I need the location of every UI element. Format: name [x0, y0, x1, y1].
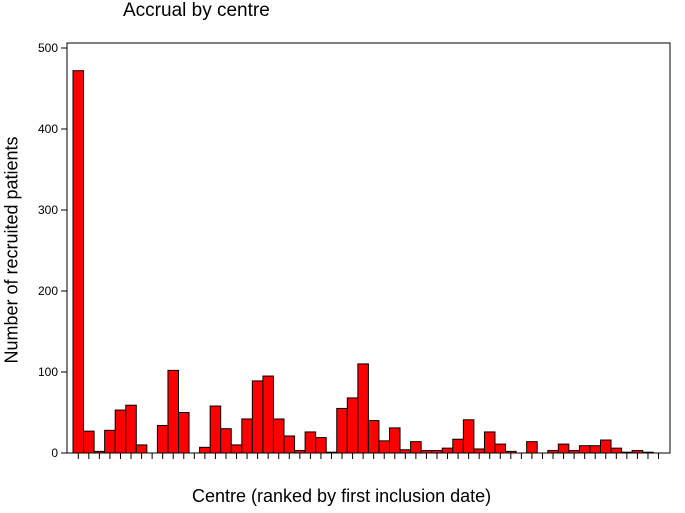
bar-centre-49 [578, 445, 591, 454]
bar-centre-55 [642, 451, 654, 454]
bar-centre-37 [452, 438, 464, 454]
y-axis: 0 100 200 300 400 500 [38, 41, 67, 460]
bar-centre-1 [72, 70, 85, 454]
bar-centre-34 [420, 450, 433, 454]
bar-centre-52 [610, 447, 623, 454]
bar-centre-54 [631, 450, 644, 454]
bar-centre-5 [114, 409, 127, 454]
chart-title: Accrual by centre [123, 0, 270, 21]
bar-centre-46 [547, 450, 559, 454]
bar-centre-23 [304, 431, 317, 454]
bar-centre-6 [125, 404, 137, 454]
bar-centre-4 [104, 429, 116, 454]
y-tick-label: 500 [38, 41, 58, 55]
bar-centre-48 [568, 450, 580, 454]
bar-centre-29 [367, 420, 380, 454]
bar-centre-36 [441, 447, 454, 454]
bar-centre-7 [135, 444, 148, 454]
bars [72, 70, 654, 454]
y-tick-label: 0 [51, 446, 58, 460]
bar-centre-13 [199, 446, 211, 454]
bar-centre-3 [93, 450, 106, 454]
bar-centre-10 [167, 369, 179, 454]
bar-centre-26 [336, 407, 348, 454]
bar-centre-2 [83, 430, 95, 454]
bar-centre-17 [241, 418, 253, 454]
bar-centre-32 [399, 449, 412, 454]
bar-centre-24 [315, 437, 327, 454]
x-axis [77, 453, 660, 459]
bar-centre-28 [357, 363, 369, 454]
bar-centre-35 [431, 450, 443, 454]
bar-centre-40 [483, 431, 496, 454]
bar-centre-15 [220, 428, 232, 454]
bar-centre-53 [621, 451, 633, 454]
bar-centre-20 [272, 418, 285, 454]
bar-centre-42 [505, 450, 517, 454]
bar-centre-16 [230, 444, 243, 454]
y-tick-label: 200 [38, 284, 58, 298]
bar-centre-47 [557, 443, 570, 454]
bar-centre-27 [346, 397, 359, 454]
bar-centre-50 [589, 445, 602, 454]
bar-centre-19 [262, 375, 274, 454]
bar-centre-38 [462, 419, 475, 454]
y-tick-label: 400 [38, 122, 58, 136]
bar-centre-39 [473, 448, 485, 454]
y-tick-label: 100 [38, 365, 58, 379]
y-tick-label: 300 [38, 203, 58, 217]
bar-centre-51 [600, 439, 612, 454]
bar-centre-14 [209, 405, 222, 454]
bar-centre-44 [526, 441, 538, 454]
x-axis-label: Centre (ranked by first inclusion date) [192, 486, 492, 506]
bar-centre-22 [294, 450, 306, 454]
bar-centre-9 [156, 424, 169, 454]
bar-centre-21 [283, 435, 296, 454]
bar-centre-33 [410, 441, 422, 454]
bar-centre-25 [325, 451, 338, 454]
bar-centre-18 [251, 380, 264, 454]
bar-centre-30 [378, 440, 391, 454]
bar-centre-31 [389, 427, 401, 454]
bar-centre-11 [178, 412, 190, 454]
y-axis-label: Number of recruited patients [1, 136, 22, 364]
bar-centre-41 [494, 443, 507, 454]
